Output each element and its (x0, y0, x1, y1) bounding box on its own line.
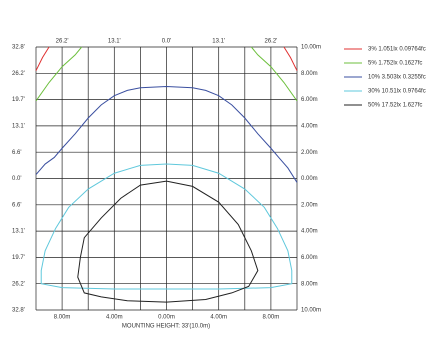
y2-tick-label: 10.00m (301, 45, 321, 51)
y-tick-label: 0.0' (12, 176, 22, 182)
y-tick-label: 6.6' (12, 202, 22, 208)
y-tick-label: 13.1' (12, 123, 25, 129)
isoline (35, 85, 298, 183)
x-axis-label: MOUNTING HEIGHT: 33'(10.0m) (122, 324, 210, 330)
isoline (77, 180, 259, 303)
legend-label: 5% 1.752lx 0.1627fc (368, 61, 422, 67)
y2-tick-label: 4.00m (301, 123, 318, 129)
x-tick-label: 4.00m (210, 315, 227, 321)
legend-label: 10% 3.503lx 0.3255fc (368, 75, 426, 81)
x-top-tick-label: 26.2' (56, 39, 69, 45)
y2-tick-label: 6.00m (301, 255, 318, 261)
x-tick-label: 0.00m (158, 315, 175, 321)
y2-tick-label: 2.00m (301, 202, 318, 208)
isoline (35, 46, 298, 71)
y-tick-label: 19.7' (12, 255, 25, 261)
y-tick-label: 32.8' (12, 45, 25, 51)
y-tick-label: 6.6' (12, 150, 22, 156)
y-tick-label: 19.7' (12, 97, 25, 103)
y2-tick-label: 0.00m (301, 176, 318, 182)
y2-tick-label: 4.00m (301, 229, 318, 235)
y-tick-label: 13.1' (12, 229, 25, 235)
y2-tick-label: 8.00m (301, 71, 318, 77)
x-tick-label: 8.00m (54, 315, 71, 321)
x-tick-label: 4.00m (106, 315, 123, 321)
y-tick-label: 32.8' (12, 308, 25, 314)
isoline (35, 46, 298, 102)
y2-tick-label: 6.00m (301, 97, 318, 103)
x-tick-label: 8.00m (263, 315, 280, 321)
y-tick-label: 26.2' (12, 71, 25, 77)
x-top-tick-label: 26.2' (264, 39, 277, 45)
isoline (40, 163, 293, 290)
legend-label: 3% 1.051lx 0.09764fc (368, 47, 426, 53)
y-tick-label: 26.2' (12, 281, 25, 287)
legend-label: 30% 10.51lx 0.9764fc (368, 89, 426, 95)
x-top-tick-label: 13.1' (212, 39, 225, 45)
x-top-tick-label: 13.1' (108, 39, 121, 45)
y2-tick-label: 2.00m (301, 150, 318, 156)
y2-tick-label: 10.00m (301, 308, 321, 314)
y2-tick-label: 8.00m (301, 281, 318, 287)
legend-label: 50% 17.52lx 1.627fc (368, 103, 422, 109)
x-top-tick-label: 0.0' (162, 39, 172, 45)
